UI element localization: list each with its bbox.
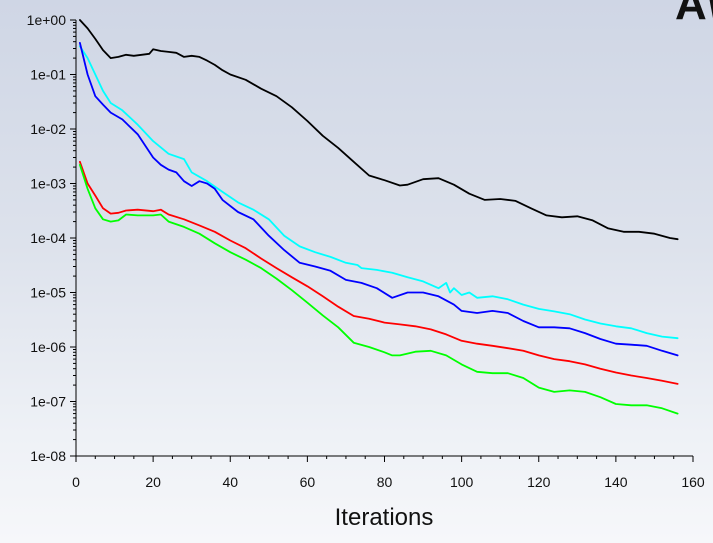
series-line-4 xyxy=(79,160,679,385)
axes: 1e+00 1e-01 1e-02 1e-03 1e-04 1e-05 1e-06 1e-07… xyxy=(27,12,705,490)
x-tick-label: 0 xyxy=(72,474,80,490)
y-tick-label: 1e-04 xyxy=(30,230,66,246)
series-line-3 xyxy=(79,42,679,357)
x-tick-label: 140 xyxy=(604,474,628,490)
series-line-1 xyxy=(79,19,679,241)
y-tick-label: 1e-05 xyxy=(30,285,66,301)
x-tick-label: 60 xyxy=(300,474,316,490)
y-tick-label: 1e+00 xyxy=(27,12,67,28)
series-lines xyxy=(79,19,679,415)
x-tick-label: 80 xyxy=(377,474,393,490)
series-line-2 xyxy=(79,45,679,340)
corner-logo-fragment: A\ xyxy=(675,0,713,29)
x-tick-label: 100 xyxy=(450,474,474,490)
y-tick-label: 1e-03 xyxy=(30,176,66,192)
y-tick-label: 1e-08 xyxy=(30,448,66,464)
x-tick-label: 120 xyxy=(527,474,551,490)
y-tick-label: 1e-06 xyxy=(30,339,66,355)
y-tick-label: 1e-07 xyxy=(30,394,66,410)
x-tick-label: 160 xyxy=(681,474,705,490)
series-line-5 xyxy=(79,163,679,415)
x-tick-label: 20 xyxy=(145,474,161,490)
x-tick-label: 40 xyxy=(222,474,238,490)
y-tick-label: 1e-02 xyxy=(30,121,66,137)
y-tick-label: 1e-01 xyxy=(30,67,66,83)
x-axis-title: Iterations xyxy=(335,504,434,531)
